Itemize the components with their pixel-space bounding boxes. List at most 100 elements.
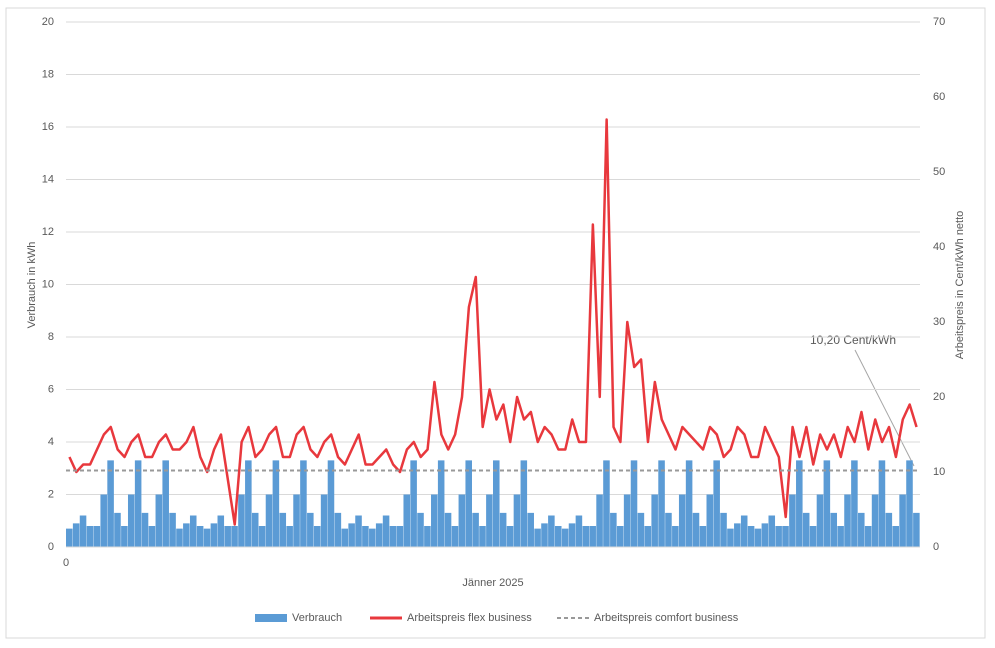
bar xyxy=(100,494,107,547)
bar xyxy=(802,512,810,547)
bar xyxy=(444,512,452,547)
bar xyxy=(644,526,652,547)
bar xyxy=(369,528,376,547)
bar xyxy=(86,526,94,547)
bar xyxy=(582,526,590,547)
bar xyxy=(286,526,293,547)
bar xyxy=(196,526,204,547)
bar xyxy=(389,526,397,547)
bar xyxy=(568,523,576,547)
bar xyxy=(734,523,741,547)
y-tick-label: 6 xyxy=(48,383,54,395)
bar xyxy=(541,523,548,547)
bar xyxy=(665,512,672,547)
bar xyxy=(224,526,231,547)
y-tick-label: 2 xyxy=(48,488,54,500)
annotation-arrow xyxy=(854,349,915,467)
y2-tick-label: 40 xyxy=(933,241,945,253)
bar xyxy=(479,526,486,547)
bar xyxy=(775,526,782,547)
bar xyxy=(548,515,555,547)
bar xyxy=(699,526,707,547)
bar xyxy=(437,460,445,547)
y2-tick-label: 0 xyxy=(933,541,939,553)
bar xyxy=(169,512,176,547)
legend-label: Verbrauch xyxy=(292,612,342,624)
bar xyxy=(375,523,383,547)
bar xyxy=(210,523,218,547)
bar xyxy=(265,494,273,547)
bar xyxy=(231,526,238,547)
bar xyxy=(217,515,225,547)
bar xyxy=(672,526,679,547)
y2-tick-label: 60 xyxy=(933,91,945,103)
bar xyxy=(871,494,879,547)
bar xyxy=(575,515,583,547)
y-tick-label: 18 xyxy=(42,68,54,80)
y2-tick-label: 50 xyxy=(933,166,945,178)
bar xyxy=(396,526,404,547)
bar xyxy=(892,526,899,547)
y-tick-label: 14 xyxy=(42,173,54,185)
bar xyxy=(796,460,803,547)
bar xyxy=(747,526,755,547)
bar xyxy=(651,494,658,547)
bar xyxy=(148,526,156,547)
bar xyxy=(114,512,121,547)
bar xyxy=(107,460,114,547)
bar xyxy=(72,523,80,547)
bar xyxy=(906,460,913,547)
bar xyxy=(486,494,493,547)
y2-axis-title: Arbeitspreis in Cent/kWh netto xyxy=(954,211,966,360)
legend-swatch xyxy=(255,614,287,622)
bar xyxy=(596,494,603,547)
bar xyxy=(410,460,417,547)
bar xyxy=(561,528,569,547)
bar xyxy=(534,528,541,547)
bar xyxy=(851,460,858,547)
bar xyxy=(637,512,645,547)
bar xyxy=(431,494,438,547)
bar xyxy=(417,512,424,547)
bar xyxy=(472,512,479,547)
annotation: 10,20 Cent/kWh xyxy=(810,333,896,347)
bar xyxy=(761,523,769,547)
legend-label: Arbeitspreis flex business xyxy=(407,612,532,624)
bar xyxy=(678,494,686,547)
legend-label: Arbeitspreis comfort business xyxy=(594,612,739,624)
bar xyxy=(79,515,87,547)
bar xyxy=(789,494,796,547)
bar xyxy=(382,515,390,547)
bar xyxy=(754,528,762,547)
bar xyxy=(341,528,349,547)
y2-tick-label: 30 xyxy=(933,316,945,328)
bar xyxy=(513,494,521,547)
y-tick-label: 8 xyxy=(48,331,54,343)
bar xyxy=(527,512,534,547)
bar xyxy=(506,526,514,547)
bar xyxy=(348,523,355,547)
bar xyxy=(858,512,865,547)
bar xyxy=(155,494,163,547)
x-tick-label: 0 xyxy=(63,557,69,569)
bar xyxy=(740,515,748,547)
bar xyxy=(300,460,307,547)
bar xyxy=(127,494,135,547)
bar xyxy=(355,515,362,547)
y-tick-label: 20 xyxy=(42,16,54,28)
bar xyxy=(493,460,500,547)
y2-tick-label: 20 xyxy=(933,391,945,403)
y-tick-label: 4 xyxy=(48,436,54,448)
bar xyxy=(451,526,459,547)
bar xyxy=(238,494,245,547)
bar xyxy=(134,460,142,547)
bar xyxy=(176,528,183,547)
bar xyxy=(66,528,73,547)
bar xyxy=(554,526,562,547)
bar xyxy=(403,494,411,547)
bar xyxy=(362,526,369,547)
bar xyxy=(720,512,727,547)
bar xyxy=(782,526,789,547)
y2-tick-label: 10 xyxy=(933,466,945,478)
